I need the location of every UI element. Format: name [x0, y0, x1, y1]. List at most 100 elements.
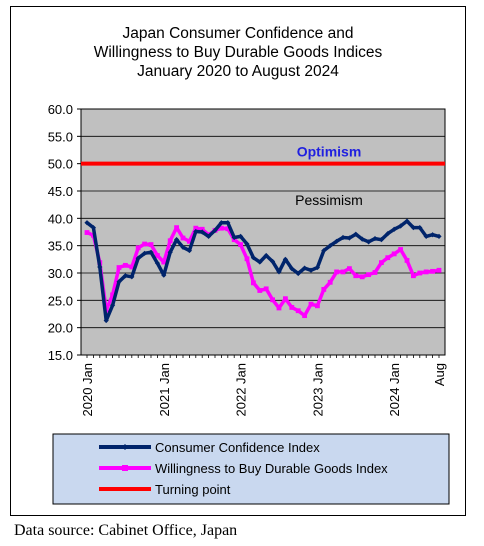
consumer-confidence-point: [148, 249, 154, 255]
durable-goods-point: [84, 230, 90, 235]
durable-goods-point: [347, 266, 352, 272]
durable-goods-point: [385, 255, 391, 261]
consumer-confidence-point: [321, 247, 327, 254]
consumer-confidence-point: [129, 274, 135, 280]
durable-goods-point: [436, 267, 442, 273]
durable-goods-point: [289, 305, 295, 310]
y-tick-label: 45.0: [48, 184, 73, 199]
durable-goods-point: [187, 238, 192, 244]
durable-goods-point: [244, 256, 250, 262]
durable-goods-point: [276, 305, 282, 311]
consumer-confidence-point: [199, 229, 205, 235]
durable-goods-point: [129, 264, 135, 270]
consumer-confidence-point: [334, 238, 340, 244]
legend-label-2: Willingness to Buy Durable Goods Index: [155, 461, 388, 476]
legend-marker-2: [122, 465, 128, 471]
durable-goods-point: [116, 265, 122, 270]
legend-label-3: Turning point: [155, 482, 231, 497]
chart-frame: Japan Consumer Confidence and Willingness…: [10, 6, 466, 516]
chart-title-line-3: January 2020 to August 2024: [137, 63, 339, 80]
durable-goods-point: [379, 260, 384, 266]
consumer-confidence-point: [244, 241, 250, 247]
x-tick-label: 2024 Jan: [387, 363, 402, 417]
consumer-confidence-point: [417, 225, 423, 231]
x-tick-label: 2020 Jan: [80, 363, 95, 417]
consumer-confidence-point: [90, 225, 96, 231]
durable-goods-point: [321, 287, 327, 292]
durable-goods-point: [302, 313, 307, 319]
durable-goods-point: [110, 292, 115, 298]
consumer-confidence-point: [103, 317, 109, 324]
consumer-confidence-point: [404, 218, 410, 224]
durable-goods-point: [238, 242, 243, 247]
consumer-confidence-point: [231, 234, 237, 241]
source-note: Data source: Cabinet Office, Japan: [14, 522, 238, 539]
durable-goods-point: [155, 253, 160, 258]
consumer-confidence-point: [218, 220, 224, 226]
durable-goods-point: [174, 225, 179, 231]
durable-goods-point: [295, 308, 301, 314]
consumer-confidence-point: [391, 226, 397, 232]
y-tick-label: 30.0: [48, 266, 73, 281]
durable-goods-point: [308, 301, 314, 307]
durable-goods-point: [225, 226, 231, 232]
legend-label-1: Consumer Confidence Index: [155, 440, 320, 455]
consumer-confidence-point: [180, 244, 186, 250]
consumer-confidence-point: [295, 270, 301, 277]
durable-goods-point: [283, 296, 288, 302]
durable-goods-point: [148, 242, 154, 247]
x-tick-label: 2023 Jan: [310, 363, 325, 417]
durable-goods-point: [142, 241, 147, 247]
consumer-confidence-point: [206, 233, 212, 239]
x-tick-label: 2022 Jan: [234, 363, 249, 417]
chart-title-line-1: Japan Consumer Confidence and: [123, 25, 354, 42]
durable-goods-point: [219, 225, 224, 231]
consumer-confidence-point: [193, 228, 199, 235]
durable-goods-point: [327, 279, 333, 285]
consumer-confidence-point: [174, 237, 180, 243]
consumer-confidence-point: [97, 264, 103, 270]
consumer-confidence-point: [308, 267, 314, 273]
consumer-confidence-point: [410, 225, 416, 231]
y-tick-label: 50.0: [48, 157, 73, 172]
durable-goods-point: [199, 226, 205, 232]
durable-goods-point: [193, 225, 199, 231]
consumer-confidence-point: [423, 233, 429, 239]
consumer-confidence-point: [378, 237, 384, 243]
consumer-confidence-point: [430, 232, 436, 238]
y-tick-label: 15.0: [48, 348, 73, 363]
durable-goods-point: [423, 269, 429, 275]
y-tick-label: 40.0: [48, 211, 73, 226]
y-tick-label: 35.0: [48, 239, 73, 254]
optimism-label: Optimism: [297, 144, 362, 160]
durable-goods-point: [411, 273, 416, 279]
chart-svg: Japan Consumer Confidence and Willingness…: [48, 25, 450, 505]
consumer-confidence-point: [327, 243, 333, 249]
consumer-confidence-point: [225, 220, 231, 226]
durable-goods-point: [334, 269, 339, 275]
durable-goods-point: [270, 297, 275, 303]
y-tick-label: 25.0: [48, 293, 73, 308]
consumer-confidence-point: [263, 252, 269, 259]
consumer-confidence-point: [340, 234, 346, 241]
durable-goods-point: [135, 245, 141, 251]
pessimism-label: Pessimism: [295, 192, 363, 208]
consumer-confidence-point: [282, 256, 288, 262]
consumer-confidence-point: [257, 259, 263, 265]
x-tick-label: 2021 Jan: [157, 363, 172, 417]
durable-goods-point: [417, 270, 423, 276]
consumer-confidence-point: [161, 272, 167, 278]
consumer-confidence-point: [122, 273, 128, 279]
consumer-confidence-point: [359, 236, 365, 242]
durable-goods-point: [167, 238, 173, 244]
durable-goods-point: [398, 247, 403, 252]
consumer-confidence-point: [142, 250, 148, 256]
consumer-confidence-point: [186, 247, 192, 254]
consumer-confidence-point: [436, 233, 442, 239]
consumer-confidence-point: [167, 249, 173, 255]
consumer-confidence-point: [372, 235, 378, 242]
durable-goods-point: [340, 269, 346, 275]
consumer-confidence-point: [212, 227, 218, 233]
y-tick-label: 20.0: [48, 321, 73, 336]
consumer-confidence-point: [289, 266, 295, 272]
